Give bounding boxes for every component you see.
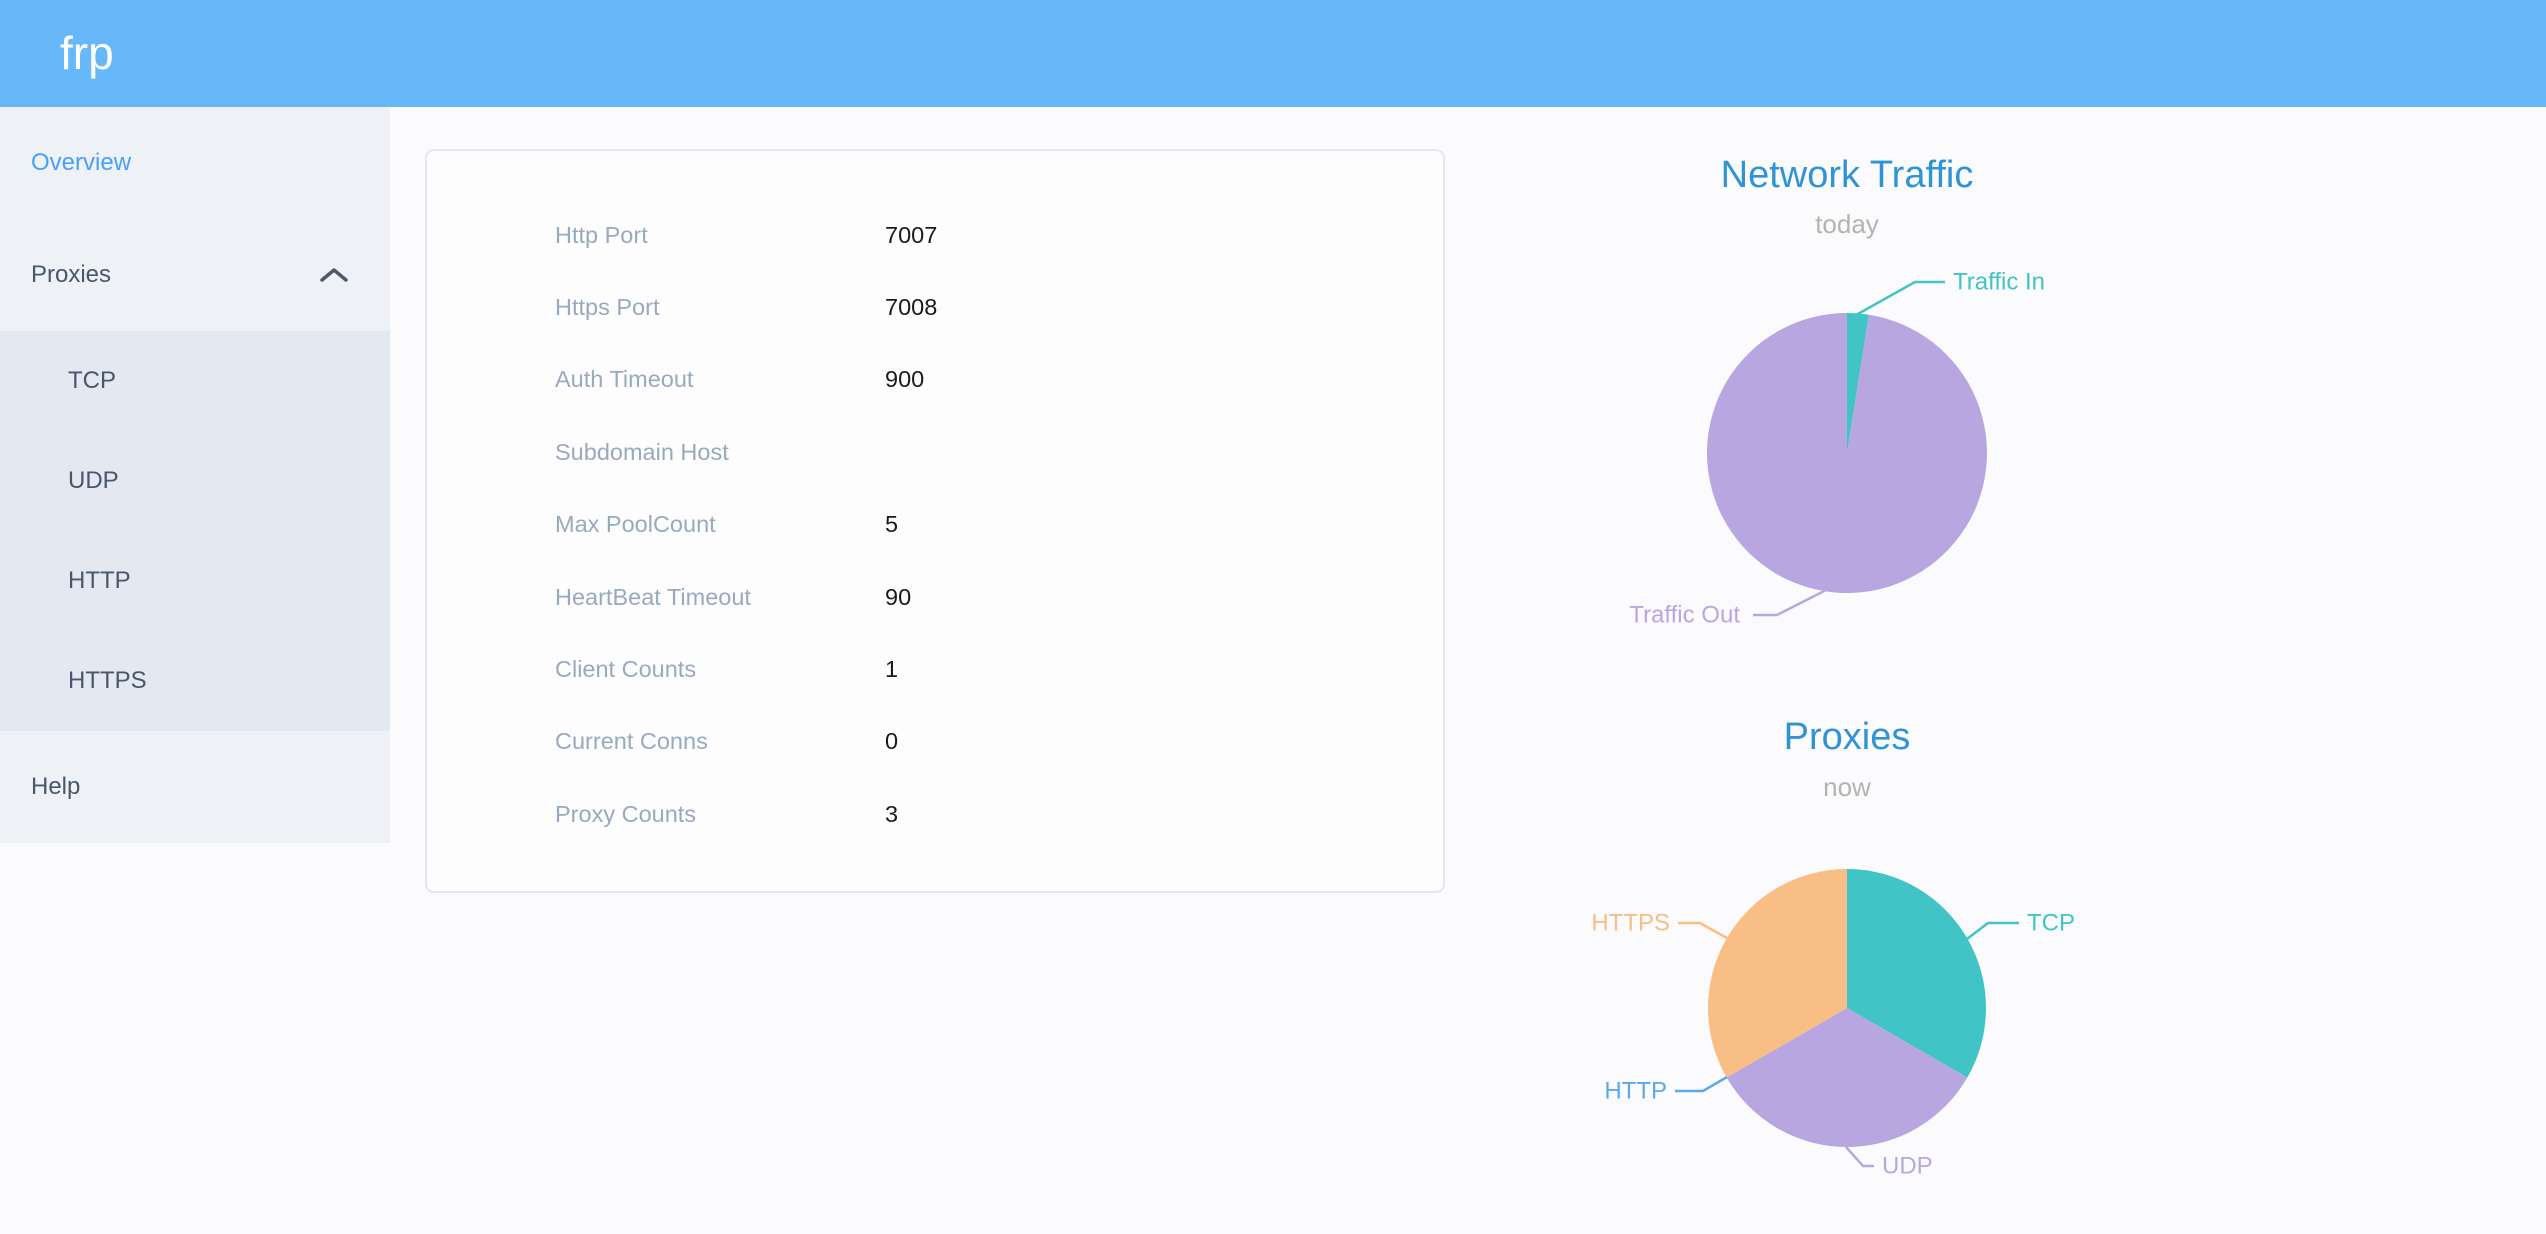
proxies-chart-subtitle: now	[1823, 772, 1871, 802]
pie-label-line-traffic-out	[1753, 585, 1833, 617]
pie-slice-traffic-in[interactable]	[1847, 313, 1869, 453]
sidebar-item-help-label: Help	[31, 773, 81, 800]
config-label: Proxy Counts	[555, 800, 697, 827]
sidebar-item-overview[interactable]: Overview	[0, 107, 390, 219]
config-row-client-counts: Client Counts 1	[427, 633, 1443, 705]
config-value: 0	[885, 728, 899, 755]
pie-label-line-https	[1678, 921, 1728, 940]
pie-label-udp: UDP	[1882, 1153, 1933, 1180]
sidebar-item-tcp[interactable]: TCP	[0, 331, 390, 431]
server-config-card: Http Port 7007 Https Port 7008 Auth Time…	[425, 149, 1445, 893]
config-row-https-port: Https Port 7008	[427, 271, 1443, 343]
config-value: 5	[885, 511, 899, 538]
config-label: Subdomain Host	[555, 438, 729, 465]
config-label: Max PoolCount	[555, 511, 716, 538]
config-label: Https Port	[555, 294, 660, 321]
config-row-current-conns: Current Conns 0	[427, 706, 1443, 778]
config-row-http-port: Http Port 7007	[427, 199, 1443, 271]
pie-label-traffic-in: Traffic In	[1953, 269, 2045, 296]
config-label: Client Counts	[555, 656, 697, 683]
pie-label-http: HTTP	[1604, 1078, 1667, 1105]
pie-slice-https[interactable]	[1708, 869, 1847, 1078]
pie-label-traffic-out: Traffic Out	[1629, 602, 1740, 629]
pie-label-line-traffic-in	[1855, 280, 1945, 317]
config-label: HeartBeat Timeout	[555, 583, 751, 610]
pie-label-line-http	[1675, 1075, 1728, 1093]
config-value: 1	[885, 656, 899, 683]
sidebar-item-proxies-label: Proxies	[31, 261, 112, 288]
proxies-chart-title: Proxies	[1783, 716, 1911, 758]
pie-label-line-tcp	[1966, 921, 2019, 940]
config-value: 900	[885, 366, 925, 393]
sidebar-item-overview-label: Overview	[31, 149, 132, 176]
pie-label-tcp: TCP	[2027, 910, 2075, 937]
pie-slice-tcp[interactable]	[1847, 869, 1987, 1078]
config-label: Http Port	[555, 221, 648, 248]
sidebar-item-http[interactable]: HTTP	[0, 531, 390, 631]
config-value: 7007	[885, 221, 938, 248]
config-label: Auth Timeout	[555, 366, 694, 393]
config-row-heartbeat-timeout: HeartBeat Timeout 90	[427, 561, 1443, 633]
config-row-proxy-counts: Proxy Counts 3	[427, 778, 1443, 850]
config-row-max-poolcount: Max PoolCount 5	[427, 489, 1443, 561]
sidebar-item-udp-label: UDP	[68, 467, 119, 494]
config-value: 7008	[885, 294, 938, 321]
sidebar-item-http-label: HTTP	[68, 567, 131, 594]
config-value: 90	[885, 583, 912, 610]
config-row-auth-timeout: Auth Timeout 900	[427, 344, 1443, 416]
header-bar: frp	[0, 0, 2546, 107]
config-label: Current Conns	[555, 728, 708, 755]
config-value: 3	[885, 800, 899, 827]
sidebar-item-https-label: HTTPS	[68, 667, 147, 694]
pie-slice-traffic-out[interactable]	[1707, 313, 1987, 593]
sidebar-item-tcp-label: TCP	[68, 367, 116, 394]
config-row-subdomain-host: Subdomain Host	[427, 416, 1443, 488]
pie-label-https: HTTPS	[1591, 910, 1670, 937]
sidebar-item-help[interactable]: Help	[0, 731, 390, 843]
network-traffic-chart-subtitle: today	[1815, 209, 1879, 239]
sidebar-item-https[interactable]: HTTPS	[0, 631, 390, 731]
chevron-up-icon	[320, 268, 348, 282]
sidebar-submenu-proxies: TCP UDP HTTP HTTPS	[0, 331, 390, 731]
pie-label-line-udp	[1845, 1146, 1874, 1168]
sidebar: Overview Proxies TCP UDP HTTP HTTPS Help	[0, 107, 390, 843]
app-logo: frp	[60, 27, 114, 79]
sidebar-item-proxies[interactable]: Proxies	[0, 219, 390, 331]
pie-slice-udp[interactable]	[1726, 1008, 1968, 1148]
sidebar-item-udp[interactable]: UDP	[0, 431, 390, 531]
network-traffic-chart-title: Network Traffic	[1720, 154, 1974, 196]
